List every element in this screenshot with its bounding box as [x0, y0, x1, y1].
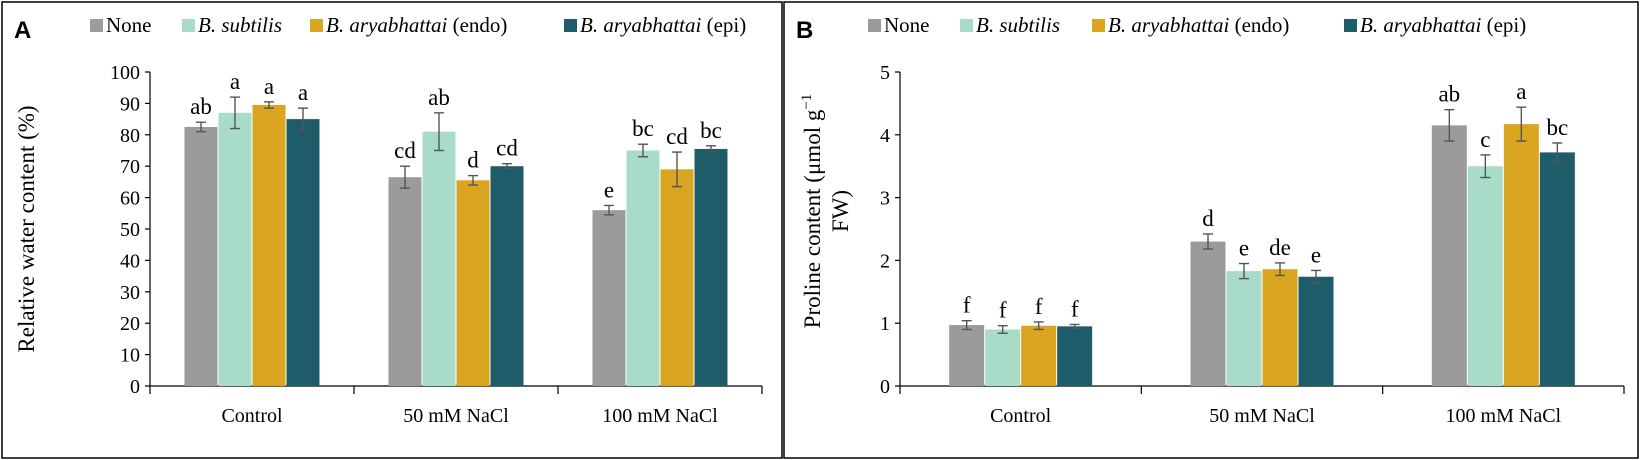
bar-a-2-0 [592, 210, 626, 386]
legend-swatch-b-3 [1344, 19, 1357, 32]
legend-label-b-2: B. aryabhattai (endo) [1108, 13, 1289, 37]
bar-b-0-2 [1021, 325, 1057, 386]
significance-label-a-2-0: e [604, 177, 614, 202]
significance-label-b-2-1: c [1480, 127, 1490, 152]
bar-b-1-1 [1226, 271, 1262, 386]
y-tick-label-b-5: 5 [880, 62, 890, 84]
bar-b-1-2 [1262, 269, 1298, 386]
y-axis-label-b-line2: FW) [828, 190, 853, 232]
y-tick-label-a-8: 80 [120, 125, 140, 147]
significance-label-b-0-3: f [1071, 296, 1079, 321]
panel-border-a [1, 1, 783, 459]
legend-label-a-3: B. aryabhattai (epi) [580, 13, 746, 37]
significance-label-b-1-2: de [1269, 235, 1291, 260]
y-tick-label-b-2: 2 [880, 250, 890, 272]
bar-b-2-2 [1503, 124, 1539, 387]
bar-b-0-1 [985, 329, 1021, 386]
bar-a-1-3 [490, 166, 524, 386]
significance-label-a-2-1: bc [632, 116, 654, 141]
x-tick-label-a-0: Control [221, 405, 283, 427]
y-tick-label-a-9: 90 [120, 93, 140, 115]
significance-label-b-0-2: f [1035, 294, 1043, 319]
y-tick-label-a-3: 30 [120, 282, 140, 304]
bar-b-2-0 [1431, 125, 1467, 386]
panel-border-b [783, 1, 1639, 459]
significance-label-b-2-3: bc [1546, 115, 1568, 140]
significance-label-a-2-2: cd [666, 124, 688, 149]
legend-label-b-0: None [884, 13, 930, 37]
x-tick-label-a-2: 100 mM NaCl [602, 405, 718, 427]
significance-label-b-2-2: a [1516, 79, 1526, 104]
bar-b-2-1 [1467, 166, 1503, 386]
legend-label-b-3: B. aryabhattai (epi) [1360, 13, 1526, 37]
legend-label-a-0: None [106, 13, 152, 37]
y-tick-label-a-0: 0 [130, 376, 140, 398]
legend-swatch-a-0 [90, 19, 103, 32]
y-tick-label-a-5: 50 [120, 219, 140, 241]
bar-a-2-3 [694, 148, 728, 386]
bar-a-1-0 [388, 177, 422, 386]
x-tick-label-b-0: Control [990, 405, 1052, 427]
bar-a-1-2 [456, 180, 490, 386]
bar-b-0-3 [1057, 326, 1093, 386]
y-axis-label-a: Relative water content (%) [14, 105, 39, 352]
bar-b-2-3 [1539, 152, 1575, 386]
x-tick-label-b-2: 100 mM NaCl [1446, 405, 1562, 427]
bar-b-1-3 [1298, 276, 1334, 386]
significance-label-a-1-1: ab [428, 85, 450, 110]
y-tick-label-a-6: 60 [120, 188, 140, 210]
legend-swatch-a-3 [564, 19, 577, 32]
legend-swatch-a-1 [182, 19, 195, 32]
panel-a: A None B. subtilis B. aryabhattai (endo) B. … [1, 1, 783, 459]
y-tick-label-a-1: 10 [120, 345, 140, 367]
x-tick-label-b-1: 50 mM NaCl [1209, 405, 1315, 427]
bar-a-0-0 [184, 126, 218, 386]
bar-a-1-1 [422, 131, 456, 386]
bar-a-0-3 [286, 119, 320, 386]
significance-label-b-2-0: ab [1438, 82, 1460, 107]
bar-a-0-2 [252, 104, 286, 386]
y-tick-label-b-0: 0 [880, 376, 890, 398]
legend-swatch-b-0 [868, 19, 881, 32]
y-tick-label-a-10: 100 [110, 62, 140, 84]
bar-a-2-1 [626, 150, 660, 386]
significance-label-a-1-0: cd [394, 138, 416, 163]
significance-label-a-1-3: cd [496, 136, 518, 161]
legend-label-a-1: B. subtilis [198, 13, 282, 37]
panel-b: B None B. subtilis B. aryabhattai (endo) B. … [783, 1, 1639, 459]
bar-b-1-0 [1190, 241, 1226, 386]
x-tick-label-a-1: 50 mM NaCl [403, 405, 509, 427]
y-tick-label-a-2: 20 [120, 313, 140, 335]
bar-b-0-0 [949, 325, 985, 386]
panel-label-a: A [14, 17, 31, 44]
y-tick-label-a-4: 40 [120, 250, 140, 272]
legend-label-b-1: B. subtilis [976, 13, 1060, 37]
significance-label-b-0-1: f [999, 298, 1007, 323]
panel-label-b: B [796, 17, 813, 44]
significance-label-b-1-3: e [1311, 242, 1321, 267]
significance-label-a-0-3: a [298, 80, 308, 105]
legend-swatch-a-2 [310, 19, 323, 32]
y-tick-label-b-1: 1 [880, 313, 890, 335]
y-tick-label-b-3: 3 [880, 188, 890, 210]
y-tick-label-b-4: 4 [880, 125, 890, 147]
y-tick-label-a-7: 70 [120, 156, 140, 178]
significance-label-a-0-1: a [230, 69, 240, 94]
significance-label-b-1-1: e [1239, 236, 1249, 261]
significance-label-a-2-3: bc [700, 118, 722, 143]
legend-swatch-b-2 [1092, 19, 1105, 32]
significance-label-a-1-2: d [467, 148, 479, 173]
y-axis-label-b-line1: Proline content (μmol g−1 [799, 94, 825, 329]
bar-a-0-1 [218, 112, 252, 386]
bar-a-2-2 [660, 169, 694, 386]
legend-swatch-b-1 [960, 19, 973, 32]
significance-label-a-0-0: ab [190, 94, 212, 119]
significance-label-a-0-2: a [264, 74, 274, 99]
legend-label-a-2: B. aryabhattai (endo) [326, 13, 507, 37]
significance-label-b-0-0: f [963, 293, 971, 318]
significance-label-b-1-0: d [1202, 206, 1214, 231]
